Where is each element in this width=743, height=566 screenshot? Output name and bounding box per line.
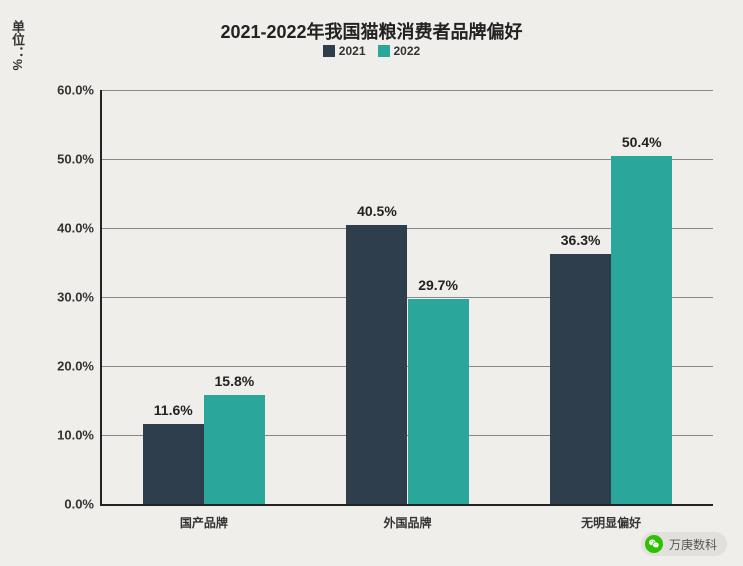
xtick-label: 外国品牌 — [383, 514, 431, 531]
bar: 40.5% — [346, 225, 407, 504]
chart-container: 单位：% 2021-2022年我国猫粮消费者品牌偏好 2021 2022 0.0… — [0, 0, 743, 566]
ytick-label: 60.0% — [42, 83, 102, 98]
xtick-label: 无明显偏好 — [581, 514, 641, 531]
ytick-label: 0.0% — [42, 497, 102, 512]
bar: 36.3% — [550, 254, 611, 504]
bar: 15.8% — [204, 395, 265, 504]
ytick-label: 50.0% — [42, 151, 102, 166]
bar-value-label: 40.5% — [357, 203, 397, 219]
legend-item-2021: 2021 — [323, 44, 366, 58]
plot-area: 0.0%10.0%20.0%30.0%40.0%50.0%60.0%国产品牌11… — [100, 90, 713, 506]
bar-value-label: 29.7% — [418, 277, 458, 293]
bar-value-label: 36.3% — [561, 232, 601, 248]
bar-value-label: 50.4% — [622, 134, 662, 150]
bar: 29.7% — [408, 299, 469, 504]
ytick-label: 30.0% — [42, 290, 102, 305]
legend-label: 2021 — [339, 44, 366, 58]
gridline — [102, 90, 713, 91]
legend-swatch-icon — [378, 45, 390, 57]
bar: 50.4% — [611, 156, 672, 504]
ytick-label: 10.0% — [42, 428, 102, 443]
xtick-label: 国产品牌 — [180, 514, 228, 531]
ytick-label: 40.0% — [42, 220, 102, 235]
chart-title: 2021-2022年我国猫粮消费者品牌偏好 — [0, 18, 743, 44]
source-attribution: 万庚数科 — [641, 532, 727, 556]
bar: 11.6% — [143, 424, 204, 504]
wechat-icon — [645, 535, 663, 553]
legend-label: 2022 — [394, 44, 421, 58]
legend-item-2022: 2022 — [378, 44, 421, 58]
bar-value-label: 15.8% — [215, 373, 255, 389]
bar-value-label: 11.6% — [154, 402, 193, 418]
ytick-label: 20.0% — [42, 358, 102, 373]
legend: 2021 2022 — [0, 44, 743, 58]
source-text: 万庚数科 — [669, 536, 717, 553]
legend-swatch-icon — [323, 45, 335, 57]
